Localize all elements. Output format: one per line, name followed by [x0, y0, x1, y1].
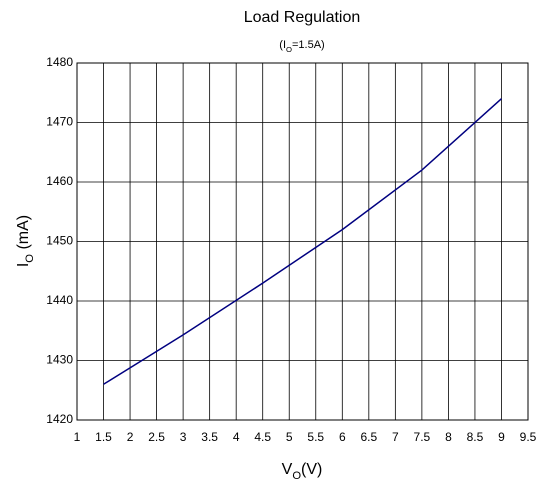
- x-tick-label: 1: [74, 430, 81, 444]
- chart-subtitle: (IO=1.5A): [279, 39, 324, 54]
- y-tick-label: 1420: [46, 412, 73, 426]
- x-tick-label: 3.5: [201, 430, 218, 444]
- x-tick-label: 4.5: [254, 430, 271, 444]
- x-tick-label: 8.5: [467, 430, 484, 444]
- y-tick-label: 1460: [46, 174, 73, 188]
- x-tick-label: 2.5: [148, 430, 165, 444]
- x-tick-label: 6.5: [360, 430, 377, 444]
- x-tick-label: 1.5: [95, 430, 112, 444]
- data-line: [103, 98, 502, 385]
- y-tick-label: 1480: [46, 55, 73, 69]
- x-tick-label: 7.5: [414, 430, 431, 444]
- x-axis-label: VO(V): [282, 461, 323, 482]
- x-tick-label: 4: [233, 430, 240, 444]
- y-tick-label: 1440: [46, 293, 73, 307]
- plot-frame: [76, 62, 529, 421]
- x-tick-label: 3: [180, 430, 187, 444]
- x-tick-label: 6: [339, 430, 346, 444]
- y-label-sub: O: [24, 254, 36, 263]
- subtitle-part: (I: [279, 39, 286, 51]
- x-label-part: (V): [301, 461, 322, 478]
- x-tick-label: 7: [392, 430, 399, 444]
- x-tick-label: 9.5: [520, 430, 537, 444]
- chart-title: Load Regulation: [244, 9, 361, 26]
- x-label-part: V: [282, 461, 293, 478]
- y-tick-label: 1450: [46, 234, 73, 248]
- x-tick-label: 2: [127, 430, 134, 444]
- x-tick-label: 9: [498, 430, 505, 444]
- x-tick-label: 8: [445, 430, 452, 444]
- x-tick-label: 5.5: [307, 430, 324, 444]
- x-label-sub: O: [292, 470, 301, 482]
- y-label-part: I: [15, 263, 32, 267]
- x-tick-label: 5: [286, 430, 293, 444]
- y-label-part: (mA): [15, 215, 32, 254]
- y-axis-label: IO (mA): [15, 215, 36, 267]
- subtitle-sub: O: [286, 45, 292, 54]
- y-tick-label: 1470: [46, 115, 73, 129]
- y-tick-label: 1430: [46, 353, 73, 367]
- subtitle-part: =1.5A): [292, 39, 325, 51]
